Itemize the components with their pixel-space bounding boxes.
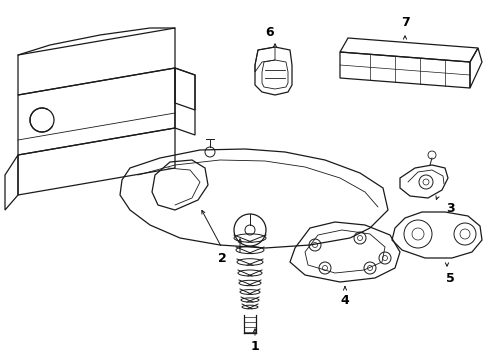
Text: 7: 7 — [401, 15, 409, 28]
Text: 2: 2 — [218, 252, 226, 265]
Text: 3: 3 — [446, 202, 454, 215]
Text: 4: 4 — [341, 293, 349, 306]
Text: 5: 5 — [445, 271, 454, 284]
Text: 1: 1 — [250, 339, 259, 352]
Text: 6: 6 — [266, 26, 274, 39]
